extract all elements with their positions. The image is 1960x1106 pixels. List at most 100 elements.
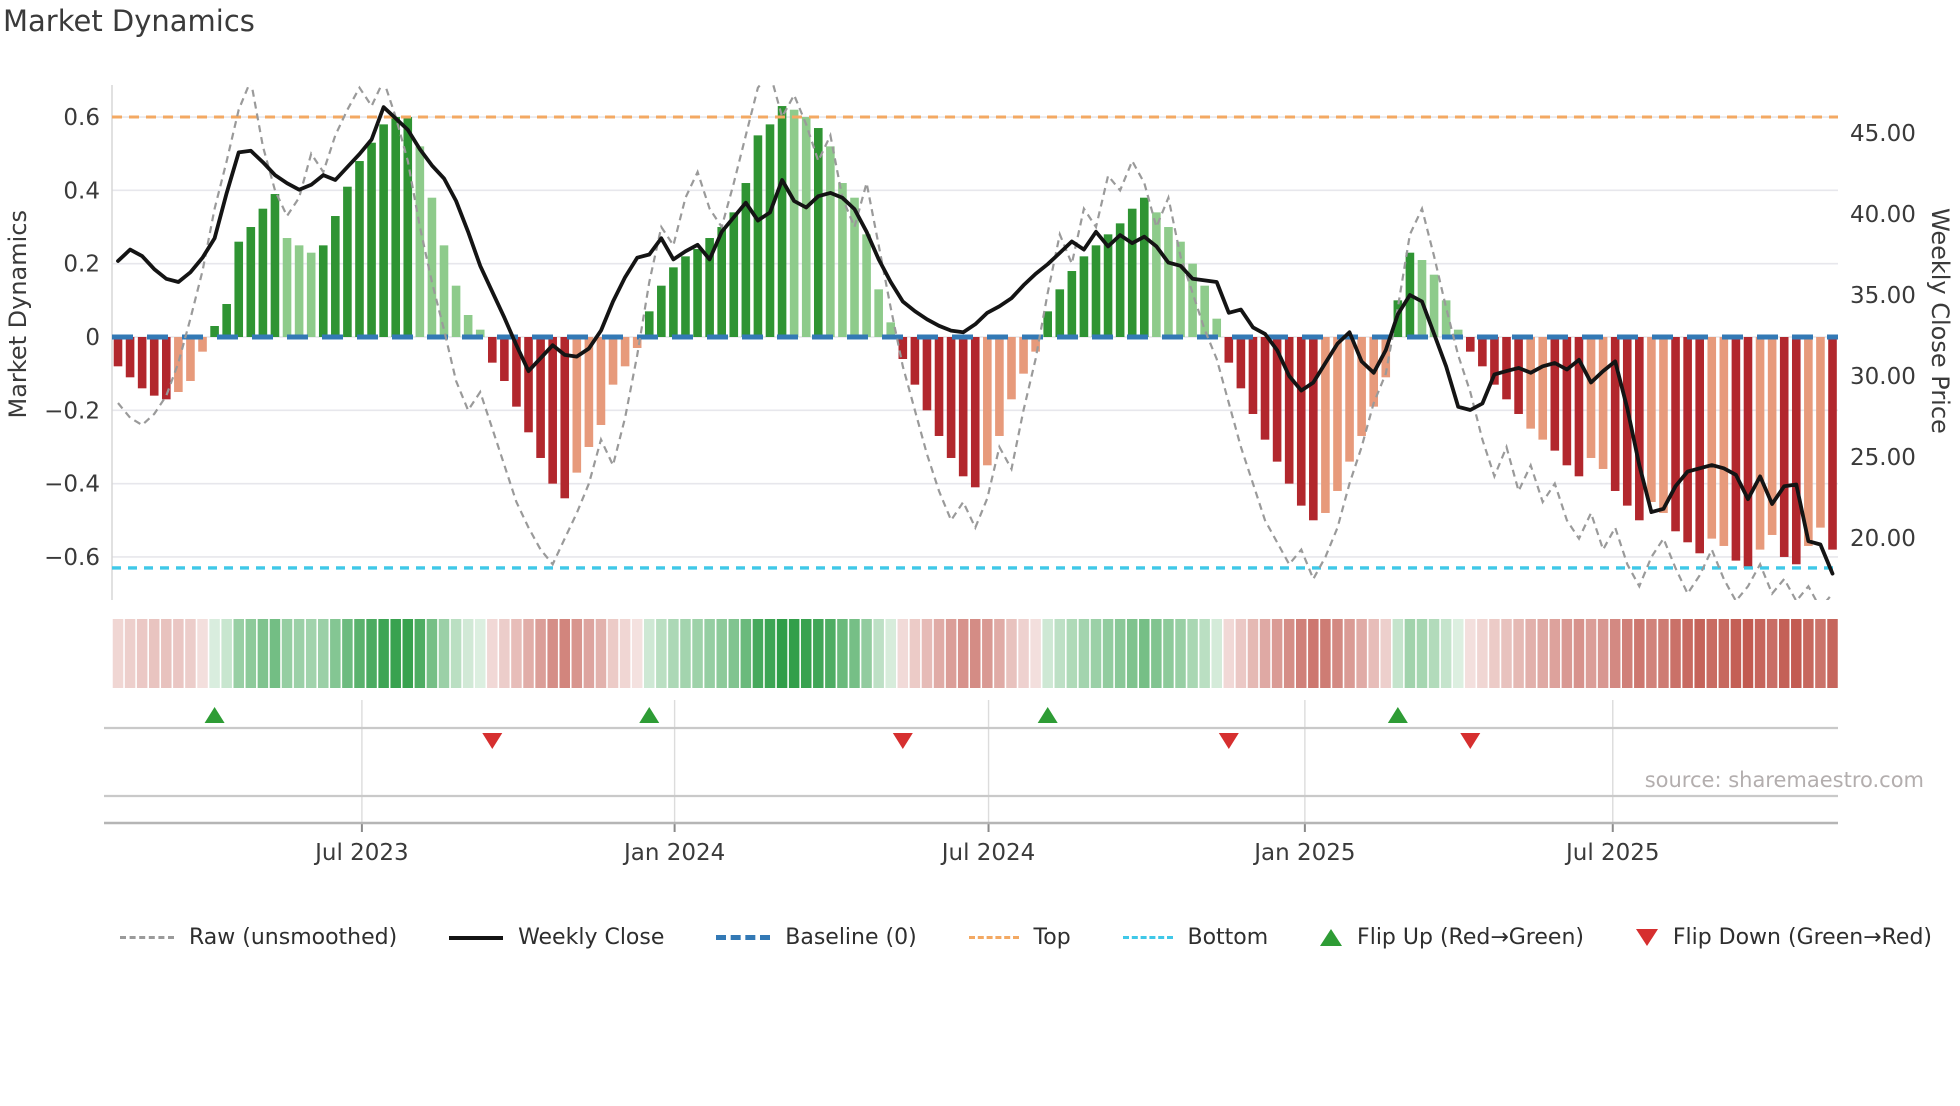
heatmap-cell: [1344, 619, 1355, 688]
bar: [1779, 337, 1789, 557]
left-tick-label: −0.6: [44, 545, 100, 571]
bar: [1791, 337, 1801, 565]
x-tick-label: Jan 2024: [622, 840, 725, 866]
heatmap-cell: [1778, 619, 1790, 688]
heatmap-cell: [450, 619, 462, 688]
heatmap-cell: [1513, 619, 1524, 688]
bar: [1176, 241, 1185, 337]
heatmap-cell: [1634, 619, 1645, 688]
heatmap-cell: [994, 619, 1005, 688]
legend-label-baseline: Baseline (0): [785, 925, 917, 950]
right-tick-label: 20.00: [1850, 526, 1916, 552]
heatmap-cell: [704, 619, 715, 688]
heatmap-strip: [112, 619, 1838, 688]
heatmap-cell: [378, 619, 389, 688]
heatmap-cell: [1549, 619, 1561, 688]
bar: [934, 337, 944, 436]
bar: [113, 337, 123, 367]
bar: [1695, 337, 1704, 554]
bar: [427, 197, 437, 337]
heatmap-cell: [1452, 619, 1464, 688]
heatmap-cell: [1211, 619, 1222, 688]
legend-item-raw: Raw (unsmoothed): [120, 925, 397, 950]
right-axis-title: Weekly Close Price: [1926, 208, 1954, 434]
bar: [1200, 285, 1209, 337]
heatmap-cell: [631, 619, 643, 688]
bar: [1502, 337, 1511, 400]
heatmap-cell: [583, 619, 595, 688]
heatmap-cell: [1489, 619, 1500, 688]
flip-down-marker-icon: [482, 733, 503, 749]
flip-up-triangle-icon: [1320, 929, 1343, 946]
bar: [681, 256, 690, 337]
heatmap-cell: [1283, 619, 1295, 688]
heatmap-cell: [1102, 619, 1114, 688]
x-tick-label: Jul 2023: [313, 840, 409, 866]
heatmap-cell: [1078, 619, 1090, 688]
bar: [1284, 337, 1294, 484]
bar: [1514, 337, 1523, 414]
bar: [789, 109, 799, 337]
heatmap-cell: [1223, 619, 1235, 688]
heatmap-cell: [1501, 619, 1512, 688]
bar: [1647, 337, 1656, 502]
heatmap-cell: [607, 619, 619, 688]
bar: [596, 337, 606, 425]
right-tick-label: 25.00: [1850, 445, 1916, 471]
bar: [137, 337, 147, 389]
bar: [1478, 337, 1487, 367]
bar: [222, 304, 231, 337]
legend-label-weekly-close: Weekly Close: [518, 925, 665, 950]
bar: [910, 337, 920, 385]
heatmap-cell: [499, 619, 510, 688]
bar: [1538, 337, 1548, 440]
bar: [644, 311, 654, 337]
top-line-swatch-icon: [968, 936, 1019, 939]
heatmap-cell: [185, 619, 196, 688]
bar: [970, 337, 980, 488]
bar: [777, 106, 787, 338]
bar: [1115, 223, 1125, 337]
bar: [1236, 337, 1246, 389]
bar: [1767, 337, 1777, 535]
flip-marker-band: [104, 700, 1838, 832]
heatmap-cell: [414, 619, 426, 688]
bar: [379, 124, 388, 337]
left-tick-label: 0.2: [63, 252, 100, 278]
bar: [1260, 337, 1270, 440]
heatmap-cell: [1247, 619, 1259, 688]
bar: [1007, 337, 1016, 400]
heatmap-cell: [547, 619, 558, 688]
bar: [210, 326, 219, 337]
bar: [294, 245, 304, 337]
bar: [1490, 337, 1499, 385]
heatmap-cell: [233, 619, 244, 688]
bar: [1441, 300, 1451, 337]
legend-label-flip-down: Flip Down (Green→Red): [1672, 925, 1932, 950]
bar: [1465, 337, 1475, 352]
bar: [1079, 256, 1089, 337]
heatmap-cell: [148, 619, 160, 688]
bar: [1683, 337, 1692, 543]
bar: [995, 337, 1004, 436]
legend-label-bottom: Bottom: [1187, 925, 1269, 950]
bar: [958, 337, 968, 477]
heatmap-cell: [776, 619, 788, 688]
heatmap-cell: [1803, 619, 1814, 688]
heatmap-cell: [474, 619, 486, 688]
heatmap-cell: [559, 619, 570, 688]
bar: [1804, 337, 1813, 546]
heatmap-cell: [1622, 619, 1633, 688]
bar: [161, 337, 171, 400]
heatmap-cell: [728, 619, 740, 688]
legend-item-top: Top: [968, 925, 1071, 950]
heatmap-cell: [1561, 619, 1573, 688]
bar: [1719, 337, 1729, 546]
x-tick-label: Jul 2025: [1564, 840, 1660, 866]
heatmap-cell: [813, 619, 824, 688]
bar: [1381, 337, 1391, 378]
bar: [1309, 337, 1318, 521]
right-tick-label: 30.00: [1850, 364, 1916, 390]
heatmap-cell: [197, 619, 208, 688]
